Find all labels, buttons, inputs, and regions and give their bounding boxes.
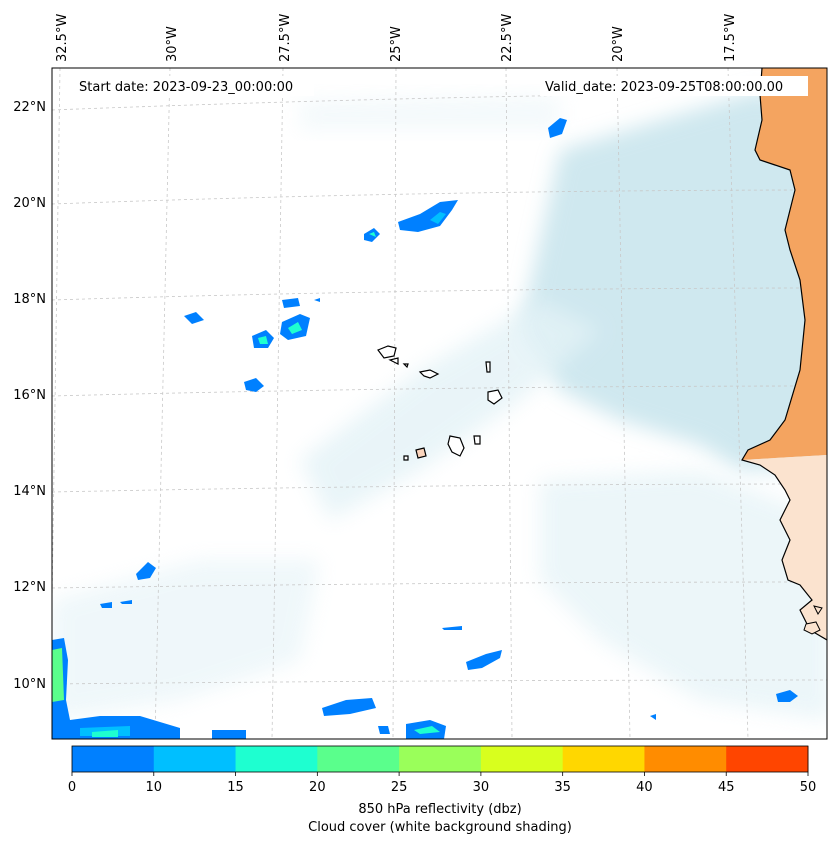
cape-verde-islands [377, 345, 503, 461]
coastline-bissau-islands-2 [813, 605, 823, 615]
echo-10n-east [466, 650, 502, 670]
echo-south-small [212, 730, 246, 739]
echo-18n-a [184, 312, 204, 324]
echo-17n-b-core [258, 336, 268, 344]
colorbar-segment [72, 746, 155, 772]
echo-sw-corner-core-a [52, 648, 64, 702]
echo-12n-a [100, 602, 112, 608]
colorbar-ticks: 0 10 15 20 25 30 35 40 45 50 [68, 772, 816, 795]
start-date-box [74, 76, 314, 96]
latitude-label: 20°N [13, 196, 46, 211]
longitude-label: 22.5°W [500, 14, 515, 62]
cloud-cover-top [300, 95, 560, 130]
echo-sw-corner [52, 638, 180, 739]
cloud-cover-band-southeast [540, 470, 827, 720]
land-fill-north [742, 68, 827, 460]
colorbar-tick-label: 30 [473, 780, 490, 795]
colorbar-tick-label: 20 [309, 780, 326, 795]
colorbar-tick-label: 40 [636, 780, 653, 795]
start-date-label: Start date: 2023-09-23_00:00:00 [79, 80, 293, 95]
echo-9n-mid-b-core [414, 726, 440, 734]
longitude-label: 17.5°W [723, 14, 738, 62]
colorbar-tick-label: 45 [718, 780, 735, 795]
coastline-mainland [741, 68, 827, 641]
map-panel[interactable] [50, 68, 830, 739]
longitude-label: 27.5°W [278, 14, 293, 62]
coastline-bissau-islands [803, 621, 821, 635]
latitude-labels: 22°N 20°N 18°N 16°N 14°N 12°N 10°N [13, 100, 46, 692]
echo-16n [244, 378, 264, 392]
colorbar-caption-reflectivity: 850 hPa reflectivity (dbz) [358, 802, 521, 817]
echo-cluster-20n-core [430, 212, 446, 224]
colorbar-caption-cloud-cover: Cloud cover (white background shading) [308, 820, 572, 835]
echo-18n-c [314, 298, 320, 302]
latitude-label: 10°N [13, 677, 46, 692]
longitude-label: 25°W [389, 26, 404, 62]
land-fill-south [742, 455, 827, 640]
echo-9n-mid-a [322, 698, 376, 716]
latitude-label: 14°N [13, 484, 46, 499]
island-fogo [415, 447, 427, 459]
longitude-label: 30°W [165, 26, 180, 62]
colorbar-tick-label: 50 [800, 780, 817, 795]
graticule [52, 68, 827, 739]
island-santo-antao [377, 345, 397, 359]
longitude-labels: 32.5°W 30°W 27.5°W 25°W 22.5°W 20°W 17.5… [55, 14, 738, 62]
echo-18n-b [282, 298, 300, 308]
cloud-cover-east [520, 90, 827, 470]
island-boa-vista [487, 389, 503, 405]
colorbar-frame [71, 745, 809, 773]
colorbar-tick-label: 10 [146, 780, 163, 795]
echo-north-east [548, 118, 567, 138]
island-sao-vicente [388, 357, 399, 365]
latitude-label: 12°N [13, 580, 46, 595]
colorbar-segment [153, 746, 237, 772]
echo-11n [442, 626, 462, 630]
reflectivity-echoes [52, 118, 798, 739]
echo-17n-a-core [288, 322, 302, 334]
longitude-label: 32.5°W [55, 14, 70, 62]
colorbar-tick-label: 35 [554, 780, 571, 795]
latitude-label: 22°N [13, 100, 46, 115]
latitude-label: 16°N [13, 388, 46, 403]
colorbar-segment [399, 746, 482, 772]
map-frame [51, 67, 828, 740]
echo-9n-tiny [650, 714, 656, 720]
latitude-label: 18°N [13, 292, 46, 307]
echo-12n-b [120, 600, 132, 604]
colorbar-segment [562, 746, 645, 772]
echo-9n-far-east [776, 690, 798, 702]
land-africa [741, 68, 827, 641]
island-maio [473, 435, 481, 445]
island-sao-nicolau [418, 369, 440, 379]
valid-date-label: Valid_date: 2023-09-25T08:00:00.00 [545, 80, 783, 95]
echo-9n-small [378, 726, 390, 734]
colorbar-segment [644, 746, 727, 772]
valid-date-box [540, 76, 808, 96]
colorbar-tick-label: 0 [68, 780, 76, 795]
colorbar-segment [235, 746, 318, 772]
echo-13n [136, 562, 156, 580]
echo-sw-corner-core-c [92, 730, 118, 737]
colorbar-tick-label: 25 [391, 780, 408, 795]
cloud-cover-band-southwest [52, 560, 320, 720]
colorbar-segments [72, 746, 809, 772]
island-brava [403, 455, 409, 461]
echo-cluster-20n [398, 200, 458, 232]
colorbar-segment [317, 746, 400, 772]
echo-small-20n-core [369, 232, 376, 237]
colorbar-tick-label: 15 [227, 780, 244, 795]
island-santiago [447, 435, 465, 457]
island-sal [485, 361, 491, 373]
cloud-cover-shading [52, 90, 827, 720]
colorbar-segment [480, 746, 564, 772]
colorbar: 0 10 15 20 25 30 35 40 45 50 850 hPa reflectivity… [68, 745, 816, 835]
longitude-label: 20°W [611, 26, 626, 62]
colorbar-segment [726, 746, 809, 772]
cloud-cover-band-central [300, 300, 600, 520]
island-santa-luzia [402, 363, 409, 369]
